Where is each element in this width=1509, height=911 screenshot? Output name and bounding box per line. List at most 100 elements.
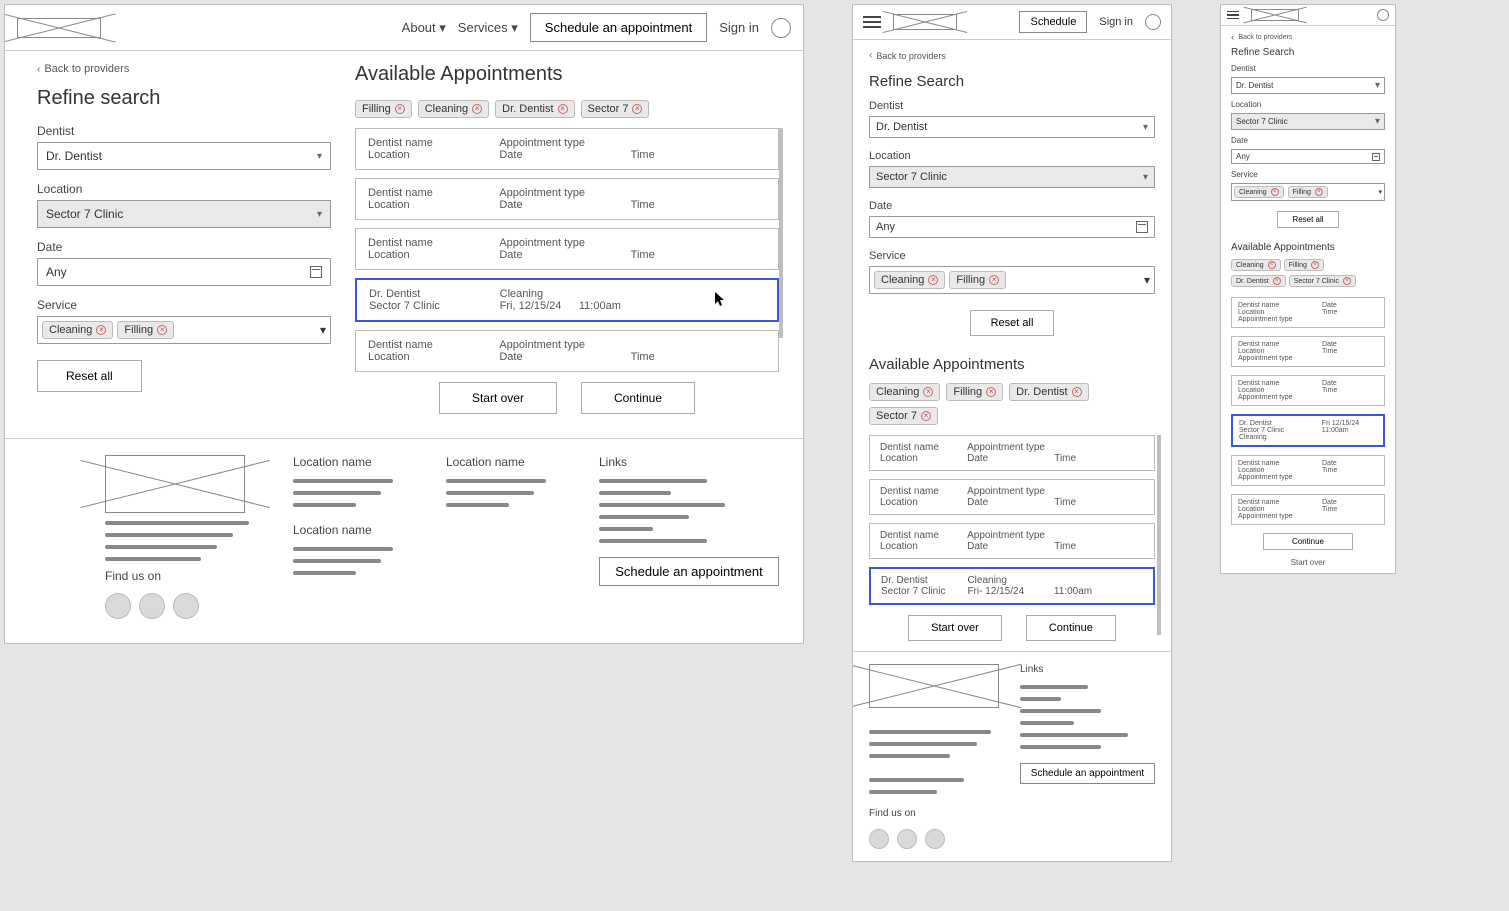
filter-tag[interactable]: Filling× bbox=[1284, 259, 1324, 271]
appointment-card-selected[interactable]: Dr. DentistCleaning Sector 7 ClinicFri, … bbox=[355, 278, 779, 322]
appointment-card[interactable]: Dentist nameDate LocationTime Appointmen… bbox=[1231, 297, 1385, 328]
nav-about[interactable]: About ▾ bbox=[402, 20, 446, 36]
continue-button[interactable]: Continue bbox=[1263, 533, 1353, 550]
service-tag[interactable]: Cleaning× bbox=[42, 321, 113, 339]
location-select[interactable]: Sector 7 Clinic ▾ bbox=[37, 200, 331, 228]
appointment-card[interactable]: Dentist nameDate LocationTime Appointmen… bbox=[1231, 375, 1385, 406]
avatar-placeholder[interactable] bbox=[1377, 9, 1389, 21]
remove-tag-icon[interactable]: × bbox=[923, 387, 933, 397]
remove-tag-icon[interactable]: × bbox=[989, 275, 999, 285]
remove-tag-icon[interactable]: × bbox=[395, 104, 405, 114]
social-icon[interactable] bbox=[173, 593, 199, 619]
remove-tag-icon[interactable]: × bbox=[921, 411, 931, 421]
appointment-card[interactable]: Dentist nameAppointment type LocationDat… bbox=[355, 228, 779, 270]
service-select[interactable]: Cleaning× Filling× ▾ bbox=[869, 266, 1155, 294]
footer-schedule-button[interactable]: Schedule an appointment bbox=[599, 557, 779, 586]
appointment-card-selected[interactable]: Dr. DentistFri 12/15/24 Sector 7 Clinic1… bbox=[1231, 414, 1385, 447]
hamburger-icon[interactable] bbox=[1227, 10, 1239, 20]
service-tag[interactable]: Filling× bbox=[117, 321, 174, 339]
appointment-card[interactable]: Dentist nameDate LocationTime Appointmen… bbox=[1231, 455, 1385, 486]
sign-in-link[interactable]: Sign in bbox=[719, 20, 759, 35]
dentist-select[interactable]: Dr. Dentist ▾ bbox=[37, 142, 331, 170]
service-tag[interactable]: Filling× bbox=[949, 271, 1006, 289]
service-label: Service bbox=[1231, 170, 1385, 179]
start-over-button[interactable]: Start over bbox=[439, 382, 557, 414]
appointment-card[interactable]: Dentist nameDate LocationTime Appointmen… bbox=[1231, 336, 1385, 367]
dentist-select[interactable]: Dr. Dentist▾ bbox=[869, 116, 1155, 138]
remove-tag-icon[interactable]: × bbox=[1072, 387, 1082, 397]
back-link[interactable]: ‹ Back to providers bbox=[1231, 32, 1385, 43]
service-tag[interactable]: Cleaning× bbox=[1234, 186, 1284, 198]
filter-tag[interactable]: Filling× bbox=[946, 383, 1003, 401]
avatar-placeholder[interactable] bbox=[771, 18, 791, 38]
dentist-select[interactable]: Dr. Dentist▾ bbox=[1231, 77, 1385, 94]
remove-tag-icon[interactable]: × bbox=[1311, 261, 1319, 269]
location-select[interactable]: Sector 7 Clinic▾ bbox=[1231, 113, 1385, 130]
remove-tag-icon[interactable]: × bbox=[1271, 188, 1279, 196]
filter-tag[interactable]: Sector 7× bbox=[581, 100, 650, 118]
start-over-button[interactable]: Start over bbox=[908, 615, 1002, 641]
filter-tag[interactable]: Filling× bbox=[355, 100, 412, 118]
hamburger-icon[interactable] bbox=[863, 15, 881, 29]
appointment-card[interactable]: Dentist nameAppointment type LocationDat… bbox=[869, 479, 1155, 515]
service-select[interactable]: Cleaning× Filling× ▾ bbox=[1231, 183, 1385, 201]
schedule-button[interactable]: Schedule bbox=[1019, 11, 1087, 33]
remove-tag-icon[interactable]: × bbox=[986, 387, 996, 397]
remove-tag-icon[interactable]: × bbox=[928, 275, 938, 285]
appointment-card[interactable]: Dentist nameAppointment type LocationDat… bbox=[355, 128, 779, 170]
social-icon[interactable] bbox=[925, 829, 945, 849]
filter-tag[interactable]: Sector 7 Clinic× bbox=[1289, 275, 1356, 287]
remove-tag-icon[interactable]: × bbox=[558, 104, 568, 114]
avatar-placeholder[interactable] bbox=[1145, 14, 1161, 30]
remove-tag-icon[interactable]: × bbox=[157, 325, 167, 335]
reset-button[interactable]: Reset all bbox=[37, 360, 142, 392]
date-input[interactable]: Any bbox=[1231, 149, 1385, 164]
continue-button[interactable]: Continue bbox=[1026, 615, 1116, 641]
back-link[interactable]: ‹ Back to providers bbox=[869, 50, 1155, 61]
sign-in-link[interactable]: Sign in bbox=[1099, 16, 1133, 28]
appointment-card[interactable]: Dentist nameAppointment type LocationDat… bbox=[355, 330, 779, 372]
footer-logo bbox=[105, 455, 245, 513]
service-tag[interactable]: Cleaning× bbox=[874, 271, 945, 289]
filter-tag[interactable]: Cleaning× bbox=[869, 383, 940, 401]
social-icon[interactable] bbox=[869, 829, 889, 849]
location-select[interactable]: Sector 7 Clinic▾ bbox=[869, 166, 1155, 188]
service-tag[interactable]: Filling× bbox=[1288, 186, 1328, 198]
find-us-label: Find us on bbox=[105, 569, 265, 583]
date-input[interactable]: Any bbox=[37, 258, 331, 286]
remove-tag-icon[interactable]: × bbox=[96, 325, 106, 335]
header: Schedule Sign in bbox=[853, 5, 1171, 40]
start-over-link[interactable]: Start over bbox=[1231, 558, 1385, 567]
nav-services[interactable]: Services ▾ bbox=[458, 20, 518, 36]
schedule-button[interactable]: Schedule an appointment bbox=[530, 13, 707, 42]
filter-tag[interactable]: Dr. Dentist× bbox=[1009, 383, 1088, 401]
filter-tag[interactable]: Sector 7× bbox=[869, 407, 938, 425]
reset-button[interactable]: Reset all bbox=[970, 310, 1055, 336]
continue-button[interactable]: Continue bbox=[581, 382, 695, 414]
social-icon[interactable] bbox=[105, 593, 131, 619]
appointment-card[interactable]: Dentist nameAppointment type LocationDat… bbox=[355, 178, 779, 220]
remove-tag-icon[interactable]: × bbox=[632, 104, 642, 114]
back-link[interactable]: ‹ Back to providers bbox=[37, 63, 331, 75]
social-icon[interactable] bbox=[897, 829, 917, 849]
appointment-card[interactable]: Dentist nameAppointment type LocationDat… bbox=[869, 523, 1155, 559]
remove-tag-icon[interactable]: × bbox=[1268, 261, 1276, 269]
filter-tag[interactable]: Dr. Dentist× bbox=[495, 100, 574, 118]
remove-tag-icon[interactable]: × bbox=[1315, 188, 1323, 196]
remove-tag-icon[interactable]: × bbox=[1273, 277, 1281, 285]
social-icon[interactable] bbox=[139, 593, 165, 619]
remove-tag-icon[interactable]: × bbox=[472, 104, 482, 114]
date-input[interactable]: Any bbox=[869, 216, 1155, 238]
filter-tag[interactable]: Cleaning× bbox=[418, 100, 489, 118]
filter-tag[interactable]: Dr. Dentist× bbox=[1231, 275, 1286, 287]
reset-button[interactable]: Reset all bbox=[1277, 211, 1338, 228]
remove-tag-icon[interactable]: × bbox=[1343, 277, 1351, 285]
scrollbar[interactable] bbox=[779, 128, 783, 338]
appointment-card[interactable]: Dentist nameAppointment type LocationDat… bbox=[869, 435, 1155, 471]
service-select[interactable]: Cleaning× Filling× ▾ bbox=[37, 316, 331, 344]
scrollbar[interactable] bbox=[1157, 435, 1161, 635]
appointment-card[interactable]: Dentist nameDate LocationTime Appointmen… bbox=[1231, 494, 1385, 525]
appointment-card-selected[interactable]: Dr. DentistCleaning Sector 7 ClinicFri- … bbox=[869, 567, 1155, 605]
footer-schedule-button[interactable]: Schedule an appointment bbox=[1020, 763, 1155, 784]
filter-tag[interactable]: Cleaning× bbox=[1231, 259, 1281, 271]
